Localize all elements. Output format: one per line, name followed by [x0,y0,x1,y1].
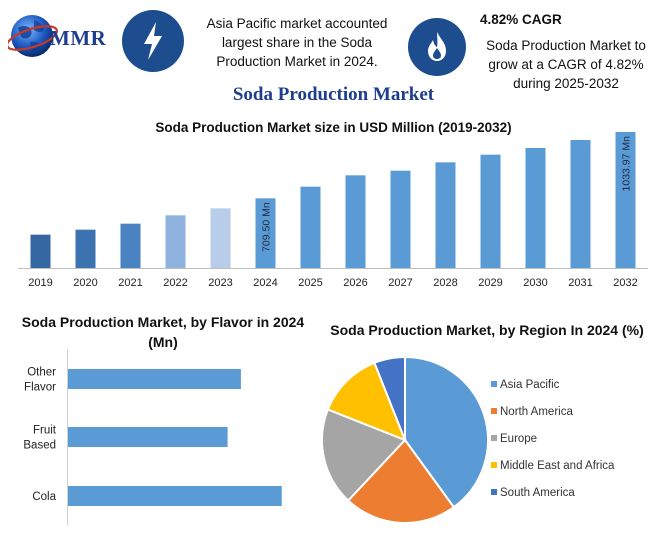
x-tick-label: 2025 [298,277,322,289]
lightning-icon [122,10,184,72]
mmr-logo-globe-icon [8,15,58,57]
flavor-category-label: Fruit [33,425,57,437]
page-title: Soda Production Market [232,84,435,105]
pie-slice-south-america [373,355,406,441]
bar-2031 [570,140,591,268]
column-chart-title: Soda Production Market size in USD Milli… [155,120,512,135]
x-tick-label: 2022 [163,277,187,289]
flavor-category-label: Cola [32,491,56,503]
x-tick-label: 2032 [613,277,637,289]
legend-label: South America [500,487,575,499]
flavor-category-label: Based [23,440,56,452]
region-chart-title: Soda Production Market, by Region In 202… [330,322,644,338]
pie-slice-north-america [346,438,456,524]
bar-2030 [525,148,546,268]
legend-label: Asia Pacific [500,379,560,391]
bar-2020 [75,229,96,268]
bar-2029 [480,154,501,268]
x-tick-label: 2019 [28,277,52,289]
x-tick-label: 2031 [568,277,592,289]
bar-2023 [210,208,231,268]
bar-2027 [390,170,411,268]
bar-2019 [30,234,51,268]
legend-label: Middle East and Africa [500,460,615,472]
x-tick-label: 2026 [343,277,367,289]
legend-label: Europe [500,433,537,445]
legend-label: North America [500,406,573,418]
flavor-category-label: Flavor [24,382,56,394]
bar-2026 [345,175,366,268]
bar-2022 [165,215,186,268]
legend-swatch [491,462,497,468]
bar-2021 [120,223,141,268]
x-tick-label: 2030 [523,277,547,289]
bar-2025 [300,186,321,268]
bar-2028 [435,162,456,268]
legend-swatch [491,408,497,414]
x-tick-label: 2027 [388,277,412,289]
pie-slice-asia-pacific [404,355,489,509]
legend-swatch [491,381,497,387]
flavor-bar [68,369,241,389]
flame-icon [408,18,466,76]
bar-2024 [255,198,276,268]
logo-text: MMR [50,26,107,50]
x-tick-label: 2029 [478,277,502,289]
x-tick-label: 2023 [208,277,232,289]
flavor-chart-title: Soda Production Market, by Flavor in 202… [21,314,305,350]
legend-swatch [491,435,497,441]
cagr-info-text: Soda Production Market to grow at a CAGR… [486,38,646,91]
cagr-title: 4.82% CAGR [480,12,562,27]
bar-2032 [615,132,636,268]
x-tick-label: 2020 [73,277,97,289]
asia-pacific-info-text: Asia Pacific market accounted largest sh… [206,16,388,69]
flavor-bar [68,486,282,506]
flavor-bar [68,427,228,447]
pie-slice-middle-east-and-africa [326,361,407,442]
x-tick-label: 2028 [433,277,457,289]
flavor-category-label: Other [27,367,56,379]
x-tick-label: 2021 [118,277,142,289]
data-label-2024: 709.50 Mn [261,202,273,252]
data-label-2032: 1033.97 Mn [621,136,633,192]
x-tick-label: 2024 [253,277,277,289]
legend-swatch [491,489,497,495]
